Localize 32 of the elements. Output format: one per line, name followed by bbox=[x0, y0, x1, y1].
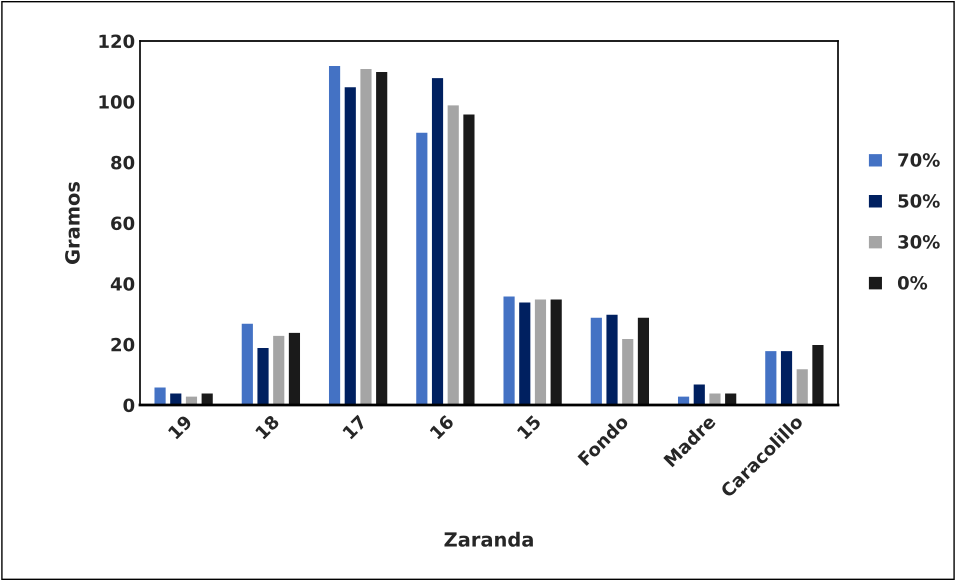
x-tick-label: 15 bbox=[516, 414, 542, 440]
y-tick-label: 20 bbox=[111, 338, 134, 352]
x-axis-title: Zaranda bbox=[444, 532, 533, 547]
bar bbox=[620, 338, 635, 405]
legend-label: 50% bbox=[898, 194, 940, 208]
y-tick-label: 60 bbox=[111, 216, 134, 230]
y-tick-label: 80 bbox=[111, 156, 134, 170]
y-tick-label: 120 bbox=[99, 34, 134, 48]
bar bbox=[153, 386, 168, 405]
bar bbox=[636, 316, 650, 405]
bar bbox=[518, 301, 532, 405]
x-tick-label: 19 bbox=[168, 414, 193, 440]
legend-label: 30% bbox=[898, 235, 940, 249]
y-axis-title: Gramos bbox=[65, 182, 80, 264]
x-tick-label: 17 bbox=[342, 414, 367, 440]
y-tick-label: 40 bbox=[110, 277, 134, 291]
bar bbox=[272, 334, 286, 405]
y-tick-label: 100 bbox=[99, 95, 134, 109]
bar bbox=[810, 344, 825, 405]
legend-label: 0% bbox=[898, 276, 928, 290]
legend-label: 70% bbox=[898, 153, 940, 167]
x-tick-label: 16 bbox=[429, 414, 455, 440]
bar bbox=[692, 383, 706, 405]
y-tick-label: 0 bbox=[123, 398, 134, 412]
bar bbox=[502, 295, 516, 405]
bar bbox=[343, 86, 358, 405]
bar bbox=[446, 104, 460, 405]
bar bbox=[328, 64, 342, 405]
bar bbox=[287, 332, 302, 405]
bar bbox=[795, 368, 810, 405]
x-tick-label: 18 bbox=[254, 414, 280, 440]
bar bbox=[462, 113, 476, 405]
